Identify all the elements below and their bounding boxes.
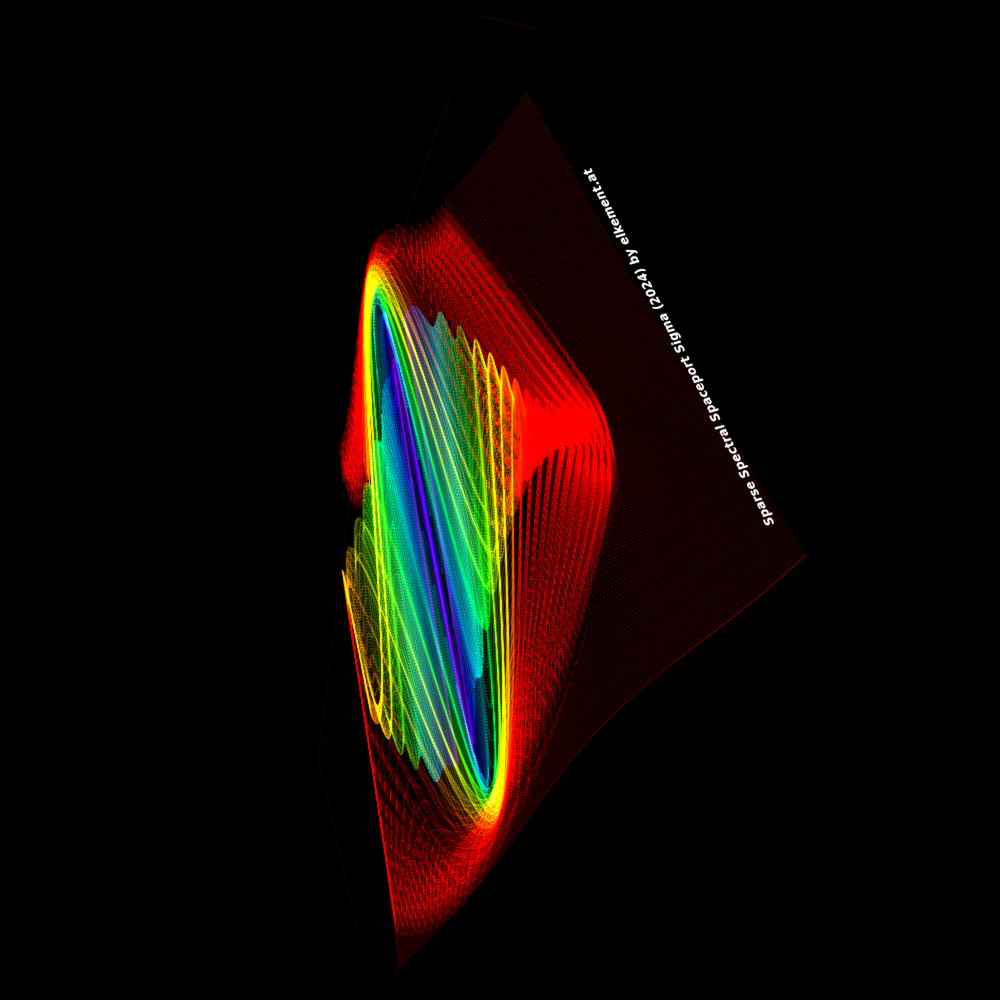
- artwork-stage: Sparse Spectral Spaceport Sigma (2024) b…: [0, 0, 1000, 1000]
- spectral-wireframe-canvas: [0, 0, 1000, 1000]
